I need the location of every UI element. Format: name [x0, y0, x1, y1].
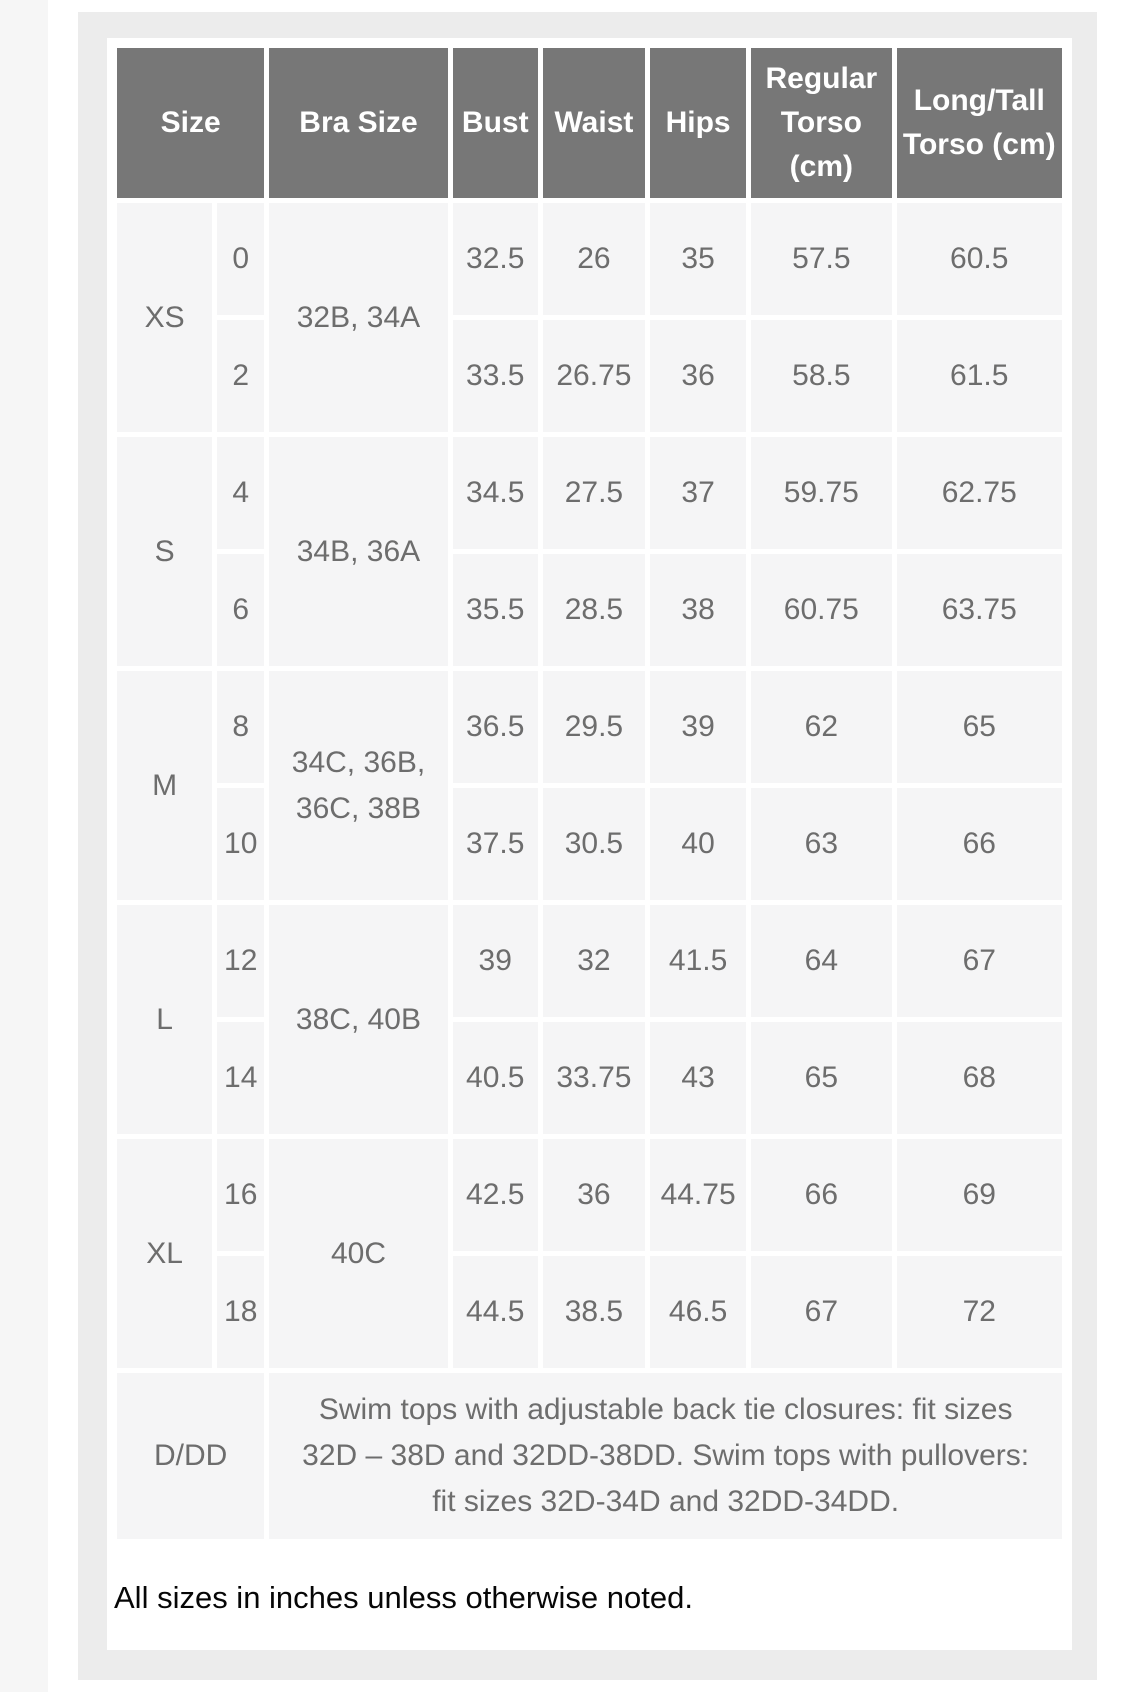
- table-row-l-14: 14 40.5 33.75 43 65 68: [117, 1022, 1062, 1134]
- hips-cell: 46.5: [650, 1256, 747, 1368]
- waist-cell: 38.5: [542, 1256, 646, 1368]
- waist-cell: 26.75: [542, 320, 646, 432]
- regular-torso-cell: 65: [751, 1022, 892, 1134]
- bust-cell: 39: [452, 905, 538, 1017]
- table-header-row: Size Bra Size Bust Waist Hips Regular To…: [117, 48, 1062, 198]
- waist-cell: 29.5: [542, 671, 646, 783]
- bust-cell: 42.5: [452, 1139, 538, 1251]
- table-row-xs-0: XS 0 32B, 34A 32.5 26 35 57.5 60.5: [117, 203, 1062, 432]
- waist-cell: 30.5: [542, 788, 646, 900]
- hips-cell: 41.5: [650, 905, 747, 1017]
- header-waist: Waist: [542, 48, 646, 198]
- regular-torso-cell: 60.75: [751, 554, 892, 666]
- long-tall-torso-cell: 63.75: [896, 554, 1062, 666]
- size-group-label-xs: XS: [117, 203, 213, 432]
- bra-size-cell-s: 34B, 36A: [269, 437, 448, 666]
- table-row-xl-18: 18 44.5 38.5 46.5 67 72: [117, 1256, 1062, 1368]
- table-row-m-10: 10 37.5 30.5 40 63 66: [117, 788, 1062, 900]
- regular-torso-cell: 64: [751, 905, 892, 1017]
- hips-cell: 37: [650, 437, 747, 549]
- bra-size-cell-xl: 40C: [269, 1139, 448, 1368]
- long-tall-torso-cell: 68: [896, 1022, 1062, 1134]
- table-row-xl-16: XL 16 40C 42.5 36 44.75 66 69: [117, 1139, 1062, 1368]
- bust-cell: 35.5: [452, 554, 538, 666]
- regular-torso-cell: 59.75: [751, 437, 892, 549]
- bust-cell: 36.5: [452, 671, 538, 783]
- waist-cell: 36: [542, 1139, 646, 1251]
- bust-cell: 34.5: [452, 437, 538, 549]
- bust-cell: 40.5: [452, 1022, 538, 1134]
- waist-cell: 27.5: [542, 437, 646, 549]
- numeric-size-cell: 4: [217, 437, 265, 549]
- waist-cell: 32: [542, 905, 646, 1017]
- bra-size-cell-l: 38C, 40B: [269, 905, 448, 1134]
- hips-cell: 43: [650, 1022, 747, 1134]
- left-margin-strip: [0, 0, 48, 1692]
- size-group-label-xl: XL: [117, 1139, 213, 1368]
- size-group-label-l: L: [117, 905, 213, 1134]
- hips-cell: 40: [650, 788, 747, 900]
- bust-cell: 32.5: [452, 203, 538, 315]
- table-row-s-4: S 4 34B, 36A 34.5 27.5 37 59.75 62.75: [117, 437, 1062, 666]
- bra-size-cell-xs: 32B, 34A: [269, 203, 448, 432]
- numeric-size-cell: 0: [217, 203, 265, 315]
- table-row-xs-2: 2 33.5 26.75 36 58.5 61.5: [117, 320, 1062, 432]
- numeric-size-cell: 8: [217, 671, 265, 783]
- size-chart-card: Size Bra Size Bust Waist Hips Regular To…: [107, 38, 1072, 1650]
- header-regular-torso: Regular Torso (cm): [751, 48, 892, 198]
- numeric-size-cell: 12: [217, 905, 265, 1017]
- numeric-size-cell: 16: [217, 1139, 265, 1251]
- hips-cell: 38: [650, 554, 747, 666]
- regular-torso-cell: 58.5: [751, 320, 892, 432]
- long-tall-torso-cell: 60.5: [896, 203, 1062, 315]
- long-tall-torso-cell: 67: [896, 905, 1062, 1017]
- numeric-size-cell: 6: [217, 554, 265, 666]
- size-chart-table: Size Bra Size Bust Waist Hips Regular To…: [112, 43, 1067, 1544]
- regular-torso-cell: 67: [751, 1256, 892, 1368]
- size-group-label-s: S: [117, 437, 213, 666]
- regular-torso-cell: 57.5: [751, 203, 892, 315]
- table-row-s-6: 6 35.5 28.5 38 60.75 63.75: [117, 554, 1062, 666]
- table-row-l-12: L 12 38C, 40B 39 32 41.5 64 67: [117, 905, 1062, 1134]
- regular-torso-cell: 62: [751, 671, 892, 783]
- bra-size-cell-m: 34C, 36B, 36C, 38B: [269, 671, 448, 900]
- hips-cell: 44.75: [650, 1139, 747, 1251]
- bust-cell: 37.5: [452, 788, 538, 900]
- long-tall-torso-cell: 65: [896, 671, 1062, 783]
- bust-cell: 44.5: [452, 1256, 538, 1368]
- size-group-label-m: M: [117, 671, 213, 900]
- numeric-size-cell: 18: [217, 1256, 265, 1368]
- regular-torso-cell: 66: [751, 1139, 892, 1251]
- ddd-note-cell: Swim tops with adjustable back tie closu…: [269, 1373, 1062, 1539]
- numeric-size-cell: 14: [217, 1022, 265, 1134]
- waist-cell: 28.5: [542, 554, 646, 666]
- header-long-tall-torso: Long/Tall Torso (cm): [896, 48, 1062, 198]
- waist-cell: 26: [542, 203, 646, 315]
- size-group-label-ddd: D/DD: [117, 1373, 265, 1539]
- header-bust: Bust: [452, 48, 538, 198]
- numeric-size-cell: 2: [217, 320, 265, 432]
- hips-cell: 39: [650, 671, 747, 783]
- header-hips: Hips: [650, 48, 747, 198]
- bust-cell: 33.5: [452, 320, 538, 432]
- hips-cell: 36: [650, 320, 747, 432]
- units-footnote: All sizes in inches unless otherwise not…: [114, 1580, 693, 1615]
- long-tall-torso-cell: 62.75: [896, 437, 1062, 549]
- hips-cell: 35: [650, 203, 747, 315]
- long-tall-torso-cell: 61.5: [896, 320, 1062, 432]
- header-bra-size: Bra Size: [269, 48, 448, 198]
- numeric-size-cell: 10: [217, 788, 265, 900]
- waist-cell: 33.75: [542, 1022, 646, 1134]
- header-size: Size: [117, 48, 265, 198]
- regular-torso-cell: 63: [751, 788, 892, 900]
- table-row-m-8: M 8 34C, 36B, 36C, 38B 36.5 29.5 39 62 6…: [117, 671, 1062, 900]
- long-tall-torso-cell: 66: [896, 788, 1062, 900]
- long-tall-torso-cell: 72: [896, 1256, 1062, 1368]
- long-tall-torso-cell: 69: [896, 1139, 1062, 1251]
- table-row-ddd: D/DD Swim tops with adjustable back tie …: [117, 1373, 1062, 1539]
- table-frame-panel: Size Bra Size Bust Waist Hips Regular To…: [78, 12, 1097, 1680]
